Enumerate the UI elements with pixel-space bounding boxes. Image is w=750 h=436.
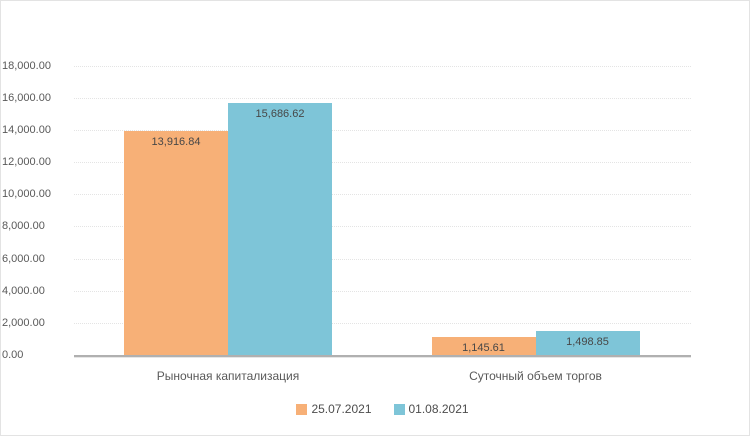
y-axis-tick-label: 14,000.00 bbox=[2, 123, 51, 136]
y-axis-tick-label: 12,000.00 bbox=[2, 156, 51, 168]
gridline bbox=[74, 290, 691, 292]
gridline bbox=[74, 226, 691, 228]
category-label: Суточный объем торгов bbox=[469, 369, 602, 383]
gridline bbox=[74, 322, 691, 324]
bar-25.07.2021-market-cap bbox=[124, 131, 228, 355]
bar-value-label: 1,145.61 bbox=[462, 341, 505, 354]
gridline bbox=[74, 258, 691, 260]
y-axis-tick-label: 2,000.00 bbox=[2, 316, 45, 329]
y-axis-tick-label: 0.00 bbox=[2, 349, 24, 361]
bar-25.07.2021-daily-volume bbox=[431, 336, 536, 355]
gridline bbox=[74, 129, 691, 131]
legend: 25.07.2021 01.08.2021 bbox=[74, 402, 691, 416]
gridline bbox=[74, 194, 691, 196]
category-label: Рыночная капитализация bbox=[156, 369, 300, 383]
gridline bbox=[74, 65, 691, 67]
bar-value-label: 15,686.62 bbox=[255, 107, 305, 120]
y-axis-tick-label: 4,000.00 bbox=[2, 284, 45, 297]
y-axis-tick-label: 16,000.00 bbox=[2, 91, 51, 104]
bar-01.08.2021-market-cap bbox=[228, 102, 332, 355]
bar-value-label: 1,498.85 bbox=[566, 335, 609, 348]
bar-01.08.2021-daily-volume bbox=[535, 330, 640, 355]
x-axis-line bbox=[74, 354, 691, 357]
legend-entry: 25.07.2021 bbox=[296, 402, 372, 416]
legend-swatch-icon bbox=[393, 403, 405, 415]
y-axis-tick-label: 6,000.00 bbox=[2, 252, 45, 265]
gridline bbox=[74, 97, 691, 99]
gridline bbox=[74, 162, 691, 163]
bar-value-label: 13,916.84 bbox=[151, 136, 201, 149]
legend-swatch-icon bbox=[296, 403, 308, 415]
y-axis-tick-label: 18,000.00 bbox=[2, 59, 51, 72]
legend-label: 01.08.2021 bbox=[408, 402, 469, 416]
y-axis-tick-label: 8,000.00 bbox=[2, 220, 45, 233]
y-axis-tick-label: 10,000.00 bbox=[2, 188, 51, 201]
legend-label: 25.07.2021 bbox=[311, 402, 372, 416]
legend-entry: 01.08.2021 bbox=[393, 402, 469, 416]
